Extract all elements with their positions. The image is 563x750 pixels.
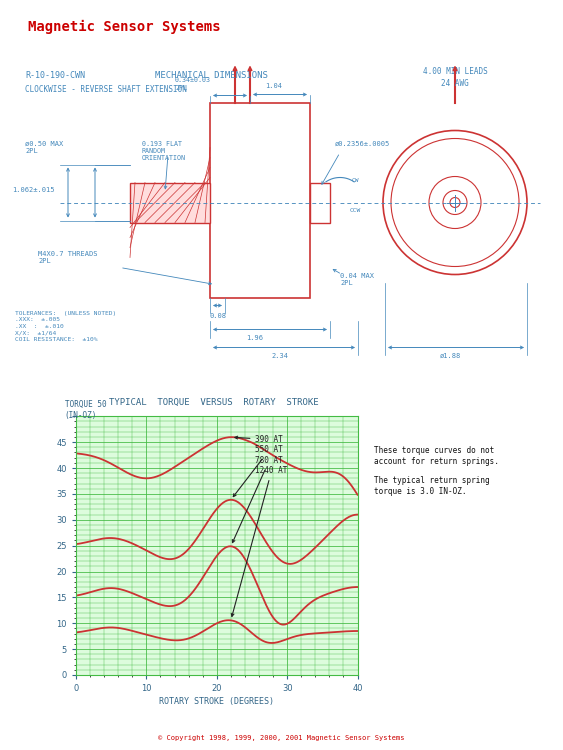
Text: 1.062±.015: 1.062±.015 [12,188,55,194]
Text: MECHANICAL DIMENSIONS: MECHANICAL DIMENSIONS [155,70,268,80]
Text: TORQUE 50: TORQUE 50 [65,400,106,409]
Bar [130,182,210,223]
Text: 780 AT: 780 AT [233,456,283,542]
Text: (IN-OZ): (IN-OZ) [65,411,97,420]
Text: TYPICAL  TORQUE  VERSUS  ROTARY  STROKE: TYPICAL TORQUE VERSUS ROTARY STROKE [109,398,319,406]
Text: 4.00 MIN LEADS
24 AWG: 4.00 MIN LEADS 24 AWG [423,68,488,88]
Text: 390 AT: 390 AT [235,435,283,444]
Text: 0.04 MAX
2PL: 0.04 MAX 2PL [340,272,374,286]
Text: torque is 3.0 IN-OZ.: torque is 3.0 IN-OZ. [374,488,467,496]
Text: © Copyright 1998, 1999, 2000, 2001 Magnetic Sensor Systems: © Copyright 1998, 1999, 2000, 2001 Magne… [158,735,405,741]
Text: The typical return spring: The typical return spring [374,476,490,485]
Text: 0.193 FLAT
RANDOM
ORIENTATION: 0.193 FLAT RANDOM ORIENTATION [142,140,186,161]
Text: R-10-190-CWN: R-10-190-CWN [25,70,85,80]
Text: 550 AT: 550 AT [233,446,283,497]
Text: CW: CW [352,178,360,184]
Text: ø1.88: ø1.88 [439,352,461,358]
Text: 2.34: 2.34 [271,352,288,358]
Text: 1.96: 1.96 [247,334,263,340]
Bar [310,182,330,223]
Text: ø0.50 MAX
2PL: ø0.50 MAX 2PL [25,140,63,154]
Text: 0.08: 0.08 [210,313,227,319]
Text: CCW: CCW [350,209,361,214]
Text: These torque curves do not: These torque curves do not [374,446,495,455]
Text: ø0.2356±.0005: ø0.2356±.0005 [335,140,390,146]
Text: TOLERANCES:  (UNLESS NOTED)
.XXX:  ±.005
.XX  :  ±.010
X/X:  ±1/64
COIL RESISTAN: TOLERANCES: (UNLESS NOTED) .XXX: ±.005 .… [15,310,116,342]
Text: 0.34±0.03
2PL: 0.34±0.03 2PL [175,77,211,91]
Text: CLOCKWISE - REVERSE SHAFT EXTENSION: CLOCKWISE - REVERSE SHAFT EXTENSION [25,85,187,94]
Text: M4X0.7 THREADS
2PL: M4X0.7 THREADS 2PL [38,251,97,264]
Bar [210,103,310,298]
Text: Magnetic Sensor Systems: Magnetic Sensor Systems [28,20,221,34]
Text: account for return springs.: account for return springs. [374,458,499,466]
Text: 1240 AT: 1240 AT [231,466,288,616]
X-axis label: ROTARY STROKE (DEGREES): ROTARY STROKE (DEGREES) [159,698,274,706]
Text: 1.04: 1.04 [265,82,282,88]
